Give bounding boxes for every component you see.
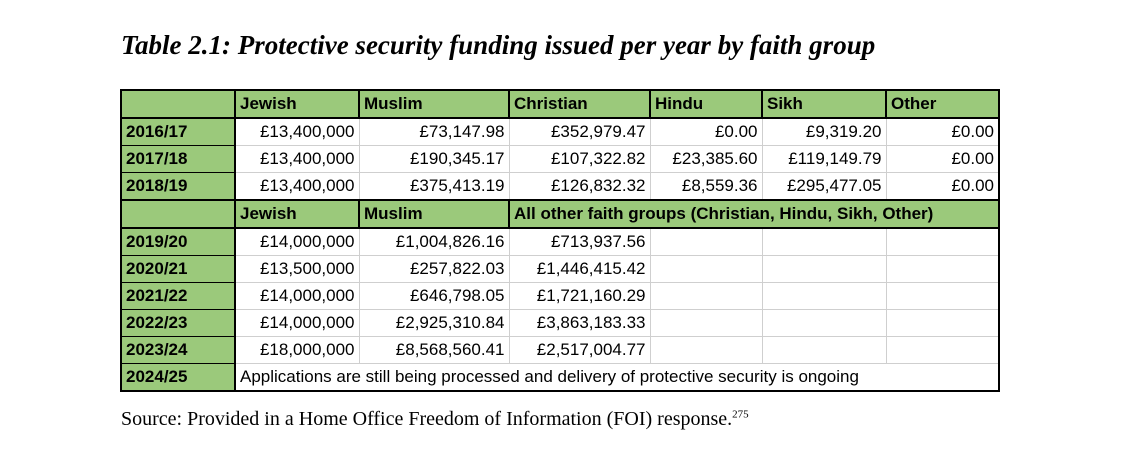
value-cell: £1,721,160.29 [508,282,651,310]
col-header-hindu: Hindu [649,89,763,119]
value-cell: £14,000,000 [234,227,360,256]
table-row: 2022/23 £14,000,000 £2,925,310.84 £3,863… [120,309,1000,337]
empty-cell [885,309,1000,337]
value-cell: £119,149.79 [761,145,887,173]
empty-cell [761,255,887,283]
empty-cell [649,309,763,337]
value-cell: £257,822.03 [358,255,510,283]
col-header-jewish: Jewish [234,199,360,229]
empty-cell [649,227,763,256]
value-cell: £713,937.56 [508,227,651,256]
value-cell: £9,319.20 [761,117,887,146]
table-row: 2016/17 £13,400,000 £73,147.98 £352,979.… [120,117,1000,146]
table-row: 2020/21 £13,500,000 £257,822.03 £1,446,4… [120,255,1000,283]
value-cell: £13,400,000 [234,172,360,201]
value-cell: £190,345.17 [358,145,510,173]
value-cell: £2,517,004.77 [508,336,651,364]
value-cell: £14,000,000 [234,282,360,310]
source-text: Source: Provided in a Home Office Freedo… [121,408,733,430]
value-cell: £8,559.36 [649,172,763,201]
value-cell: £13,400,000 [234,117,360,146]
value-cell: £13,400,000 [234,145,360,173]
value-cell: £0.00 [885,172,1000,201]
col-header-all-other: All other faith groups (Christian, Hindu… [508,199,1000,229]
table-row: 2017/18 £13,400,000 £190,345.17 £107,322… [120,145,1000,173]
empty-cell [649,282,763,310]
year-cell: 2020/21 [120,255,236,283]
col-header-sikh: Sikh [761,89,887,119]
value-cell: £1,446,415.42 [508,255,651,283]
empty-cell [885,282,1000,310]
source-note: Source: Provided in a Home Office Freedo… [121,408,749,431]
year-cell: 2016/17 [120,117,236,146]
value-cell: £375,413.19 [358,172,510,201]
value-cell: £0.00 [885,145,1000,173]
col-header-muslim: Muslim [358,199,510,229]
table-row: 2021/22 £14,000,000 £646,798.05 £1,721,1… [120,282,1000,310]
table-row: 2023/24 £18,000,000 £8,568,560.41 £2,517… [120,336,1000,364]
empty-cell [761,282,887,310]
value-cell: £1,004,826.16 [358,227,510,256]
col-header-jewish: Jewish [234,89,360,119]
status-note: Applications are still being processed a… [234,363,1000,392]
value-cell: £8,568,560.41 [358,336,510,364]
empty-cell [761,309,887,337]
value-cell: £18,000,000 [234,336,360,364]
table-row: 2019/20 £14,000,000 £1,004,826.16 £713,9… [120,227,1000,256]
col-header-other: Other [885,89,1000,119]
value-cell: £23,385.60 [649,145,763,173]
value-cell: £3,863,183.33 [508,309,651,337]
year-cell: 2022/23 [120,309,236,337]
value-cell: £0.00 [885,117,1000,146]
value-cell: £73,147.98 [358,117,510,146]
empty-cell [885,255,1000,283]
header-row-a: Jewish Muslim Christian Hindu Sikh Other [120,89,1000,119]
year-cell: 2023/24 [120,336,236,364]
value-cell: £2,925,310.84 [358,309,510,337]
value-cell: £352,979.47 [508,117,651,146]
empty-cell [649,336,763,364]
col-header-muslim: Muslim [358,89,510,119]
year-cell: 2019/20 [120,227,236,256]
empty-cell [761,227,887,256]
empty-cell [761,336,887,364]
year-cell: 2017/18 [120,145,236,173]
year-cell: 2018/19 [120,172,236,201]
empty-cell [885,336,1000,364]
value-cell: £13,500,000 [234,255,360,283]
empty-cell [885,227,1000,256]
value-cell: £0.00 [649,117,763,146]
table-row: 2018/19 £13,400,000 £375,413.19 £126,832… [120,172,1000,201]
year-cell: 2024/25 [120,363,236,392]
funding-table: Jewish Muslim Christian Hindu Sikh Other… [120,89,1000,392]
corner-cell [120,199,236,229]
col-header-christian: Christian [508,89,651,119]
corner-cell [120,89,236,119]
header-row-b: Jewish Muslim All other faith groups (Ch… [120,199,1000,229]
value-cell: £14,000,000 [234,309,360,337]
year-cell: 2021/22 [120,282,236,310]
value-cell: £107,322.82 [508,145,651,173]
table-row-final: 2024/25 Applications are still being pro… [120,363,1000,392]
value-cell: £646,798.05 [358,282,510,310]
footnote-marker: 275 [732,408,749,421]
empty-cell [649,255,763,283]
value-cell: £295,477.05 [761,172,887,201]
table-title: Table 2.1: Protective security funding i… [121,30,876,60]
value-cell: £126,832.32 [508,172,651,201]
